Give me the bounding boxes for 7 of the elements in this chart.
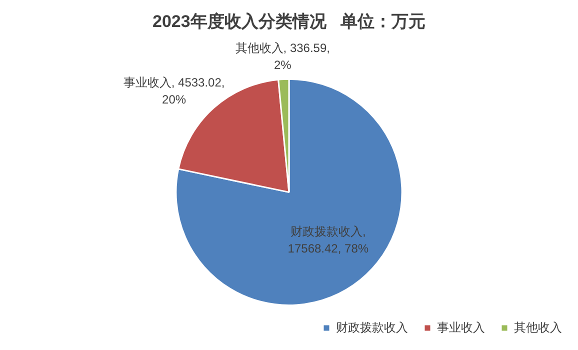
legend-label: 其他收入 <box>514 320 562 334</box>
chart-title: 2023年度收入分类情况 单位：万元 <box>152 12 426 31</box>
data-label: 事业收入, 4533.02, 20% <box>123 75 225 106</box>
legend-label: 财政拨款收入 <box>336 320 408 334</box>
legend-label: 事业收入 <box>437 320 485 334</box>
data-label: 财政拨款收入, 17568.42, 78% <box>288 224 369 256</box>
data-label: 其他收入, 336.59, 2% <box>235 41 330 72</box>
